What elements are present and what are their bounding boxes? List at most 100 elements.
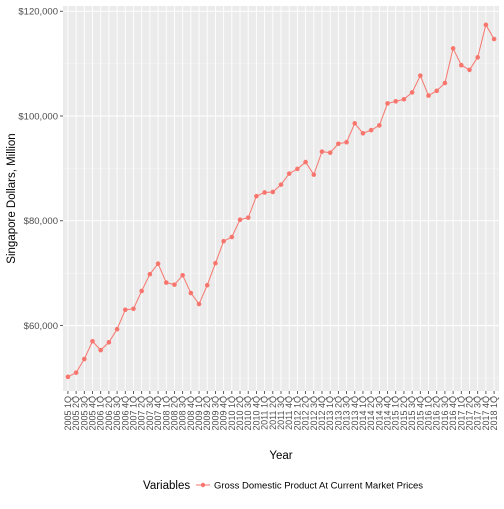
x-tick-label: 2012 3Q [309,396,319,431]
y-tick-label: $60,000 [24,321,58,332]
x-tick-label: 2008 1Q [161,396,171,431]
data-point [122,307,128,313]
data-point [139,288,144,294]
data-point [172,282,177,287]
data-point [327,150,333,155]
x-tick-label: 2011 1Q [260,396,270,430]
x-tick-label: 2015 3Q [407,396,417,431]
data-point [450,46,456,51]
data-point [426,93,431,98]
x-tick-label: 2009 4Q [219,396,229,431]
x-tick-label: 2007 3Q [145,396,155,431]
data-point [418,73,423,78]
data-point [73,370,79,375]
data-point [188,290,194,296]
data-point [483,22,489,28]
x-tick-label: 2017 1Q [456,396,466,431]
x-tick-label: 2016 2Q [432,396,442,431]
x-tick-label: 2012 2Q [301,396,311,431]
x-tick-label: 2013 3Q [342,396,352,431]
data-point [229,234,235,240]
x-tick-label: 2017 3Q [473,396,483,431]
x-tick-label: 2015 2Q [399,396,409,431]
data-point [204,282,210,288]
x-tick-label: 2015 4Q [415,396,425,431]
x-tick-label: 2011 4Q [284,396,294,430]
x-tick-label: 2016 3Q [440,396,450,431]
x-tick-label: 2006 1Q [96,396,106,431]
data-point [82,356,87,362]
x-tick-label: 2008 2Q [169,396,179,431]
legend-key-point [200,482,206,488]
data-point [467,67,472,73]
x-tick-label: 2006 3Q [112,396,122,431]
x-tick-label: 2012 1Q [292,396,302,431]
legend: Variables Gross Domestic Product At Curr… [143,480,423,492]
x-tick-label: 2015 1Q [391,396,401,431]
x-tick-label: 2006 2Q [104,396,114,431]
data-point [254,193,259,199]
data-point [491,36,497,42]
data-point [131,306,136,312]
x-axis-title: Year [269,450,292,462]
legend-title: Variables [143,480,190,492]
x-tick-label: 2014 2Q [366,396,376,431]
x-tick-label: 2016 4Q [448,396,458,431]
x-tick-label: 2009 2Q [202,396,212,431]
x-tick-label: 2007 2Q [137,396,147,431]
data-point [360,130,366,136]
data-point [262,190,267,195]
x-tick-label: 2006 4Q [120,396,130,431]
data-point [409,90,415,95]
data-point [303,159,308,165]
data-point [368,127,374,133]
x-tick-label: 2005 4Q [88,396,98,431]
data-point [106,339,112,345]
x-tick-label: 2013 1Q [325,396,335,431]
x-tick-label: 2007 4Q [153,396,163,431]
data-point [336,141,341,147]
x-tick-label: 2007 1Q [128,396,138,431]
x-tick-label: 2008 4Q [186,396,196,431]
x-tick-label: 2013 2Q [333,396,343,431]
data-point [311,172,317,177]
x-tick-label: 2014 3Q [374,396,384,431]
x-tick-label: 2011 2Q [268,396,278,430]
data-point [65,374,71,380]
data-point [213,260,218,266]
data-point [180,272,185,278]
data-point [286,171,292,176]
x-tick-label: 2009 3Q [210,396,220,431]
x-tick-label: 2010 2Q [235,396,245,431]
data-point [385,101,390,106]
data-point [401,96,407,102]
data-point [90,338,95,344]
y-tick-label: $120,000 [18,7,58,18]
x-tick-label: 2017 4Q [481,396,491,431]
data-point [196,301,202,307]
data-point [442,80,448,86]
data-point [221,238,226,244]
x-tick-label: 2017 2Q [464,396,474,431]
x-tick-label: 2005 2Q [71,396,81,431]
data-point [434,88,440,94]
x-tick-label: 2010 4Q [251,396,261,431]
data-point [163,280,169,285]
x-tick-label: 2010 1Q [227,396,237,431]
data-point [459,62,464,68]
series-points [65,22,497,380]
y-tick-label: $80,000 [24,216,58,227]
data-point [344,139,349,145]
y-tick-label: $100,000 [18,111,58,122]
x-tick-label: 2018 1Q [489,396,499,431]
data-point [475,55,480,60]
data-point [147,271,153,277]
x-tick-label: 2005 3Q [79,396,89,431]
data-point [270,189,276,195]
data-point [393,99,399,104]
data-point [98,347,103,353]
data-point [237,217,243,223]
data-point [352,121,358,126]
x-tick-label: 2013 4Q [350,396,360,431]
